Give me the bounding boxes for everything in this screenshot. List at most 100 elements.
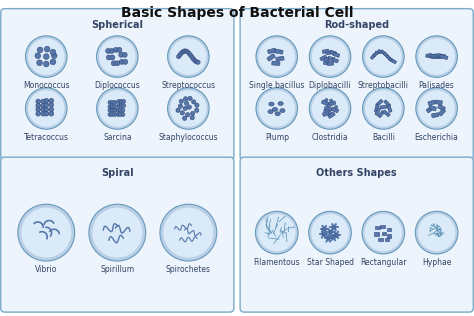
Text: Rectangular: Rectangular bbox=[360, 258, 407, 267]
Text: Palisades: Palisades bbox=[419, 81, 455, 90]
Bar bbox=[378, 238, 383, 241]
FancyBboxPatch shape bbox=[1, 157, 234, 312]
Circle shape bbox=[333, 226, 336, 229]
Circle shape bbox=[122, 52, 127, 57]
Circle shape bbox=[190, 116, 194, 120]
Circle shape bbox=[258, 214, 295, 252]
Circle shape bbox=[50, 59, 56, 65]
Circle shape bbox=[185, 113, 190, 117]
FancyBboxPatch shape bbox=[387, 105, 392, 112]
Circle shape bbox=[44, 112, 49, 116]
Circle shape bbox=[92, 208, 142, 258]
Circle shape bbox=[418, 214, 456, 252]
Circle shape bbox=[181, 50, 185, 54]
Circle shape bbox=[196, 60, 200, 64]
Circle shape bbox=[187, 51, 191, 56]
Circle shape bbox=[419, 38, 455, 75]
Text: Filamentous: Filamentous bbox=[254, 258, 300, 267]
Circle shape bbox=[51, 53, 57, 58]
Text: Spirillum: Spirillum bbox=[100, 265, 134, 274]
Circle shape bbox=[118, 112, 122, 116]
FancyBboxPatch shape bbox=[240, 9, 473, 161]
Ellipse shape bbox=[280, 109, 285, 112]
Circle shape bbox=[117, 104, 121, 107]
Circle shape bbox=[110, 108, 114, 112]
Circle shape bbox=[322, 233, 325, 236]
FancyBboxPatch shape bbox=[320, 55, 327, 61]
Circle shape bbox=[416, 36, 457, 77]
Circle shape bbox=[122, 100, 126, 103]
Circle shape bbox=[191, 100, 196, 104]
Text: Tetracoccus: Tetracoccus bbox=[24, 133, 69, 142]
Text: Monococcus: Monococcus bbox=[23, 81, 70, 90]
Circle shape bbox=[362, 211, 405, 254]
Circle shape bbox=[49, 98, 54, 103]
FancyBboxPatch shape bbox=[333, 52, 340, 57]
FancyBboxPatch shape bbox=[378, 50, 384, 54]
Circle shape bbox=[18, 204, 75, 261]
Circle shape bbox=[363, 88, 404, 129]
FancyBboxPatch shape bbox=[383, 110, 390, 117]
FancyBboxPatch shape bbox=[435, 100, 442, 105]
Circle shape bbox=[113, 108, 117, 112]
Bar bbox=[385, 238, 389, 241]
Circle shape bbox=[44, 61, 49, 67]
Circle shape bbox=[327, 237, 330, 240]
Circle shape bbox=[115, 61, 120, 66]
Circle shape bbox=[113, 105, 117, 109]
Circle shape bbox=[184, 49, 188, 53]
Circle shape bbox=[178, 104, 182, 108]
Bar bbox=[387, 234, 392, 238]
FancyBboxPatch shape bbox=[267, 54, 275, 61]
Circle shape bbox=[111, 61, 116, 66]
Bar bbox=[380, 225, 384, 228]
Circle shape bbox=[113, 112, 117, 116]
FancyBboxPatch shape bbox=[322, 111, 330, 116]
Text: Staphylococcus: Staphylococcus bbox=[158, 133, 218, 142]
Circle shape bbox=[182, 116, 187, 120]
FancyBboxPatch shape bbox=[388, 58, 394, 62]
Bar bbox=[374, 233, 379, 236]
FancyBboxPatch shape bbox=[378, 111, 384, 118]
Circle shape bbox=[180, 51, 184, 55]
FancyBboxPatch shape bbox=[384, 100, 391, 107]
Circle shape bbox=[110, 105, 114, 109]
Circle shape bbox=[99, 38, 136, 75]
Circle shape bbox=[118, 108, 122, 112]
Circle shape bbox=[168, 36, 209, 77]
Ellipse shape bbox=[327, 104, 330, 107]
Circle shape bbox=[365, 214, 402, 252]
Circle shape bbox=[28, 38, 64, 75]
Circle shape bbox=[49, 107, 54, 112]
FancyBboxPatch shape bbox=[328, 101, 336, 106]
Circle shape bbox=[258, 90, 295, 127]
Circle shape bbox=[183, 97, 188, 101]
Circle shape bbox=[41, 112, 46, 116]
FancyBboxPatch shape bbox=[431, 113, 439, 118]
Ellipse shape bbox=[273, 107, 278, 111]
Circle shape bbox=[26, 36, 67, 77]
Circle shape bbox=[44, 98, 49, 103]
FancyBboxPatch shape bbox=[330, 50, 337, 55]
Circle shape bbox=[99, 90, 136, 127]
Text: Spiral: Spiral bbox=[101, 168, 134, 178]
FancyBboxPatch shape bbox=[240, 157, 473, 312]
Ellipse shape bbox=[269, 102, 274, 106]
Circle shape bbox=[311, 214, 349, 252]
Circle shape bbox=[117, 100, 121, 103]
Circle shape bbox=[21, 208, 71, 258]
Circle shape bbox=[189, 53, 193, 57]
Circle shape bbox=[116, 108, 120, 112]
Circle shape bbox=[176, 54, 181, 59]
Text: Star Shaped: Star Shaped bbox=[307, 258, 354, 267]
FancyBboxPatch shape bbox=[380, 105, 388, 109]
Text: Escherichia: Escherichia bbox=[415, 133, 458, 142]
FancyBboxPatch shape bbox=[332, 58, 338, 63]
Circle shape bbox=[121, 112, 125, 116]
FancyBboxPatch shape bbox=[431, 54, 440, 59]
FancyBboxPatch shape bbox=[323, 57, 330, 62]
Circle shape bbox=[195, 108, 199, 112]
Circle shape bbox=[109, 48, 114, 53]
Circle shape bbox=[106, 48, 110, 53]
Circle shape bbox=[323, 228, 326, 230]
